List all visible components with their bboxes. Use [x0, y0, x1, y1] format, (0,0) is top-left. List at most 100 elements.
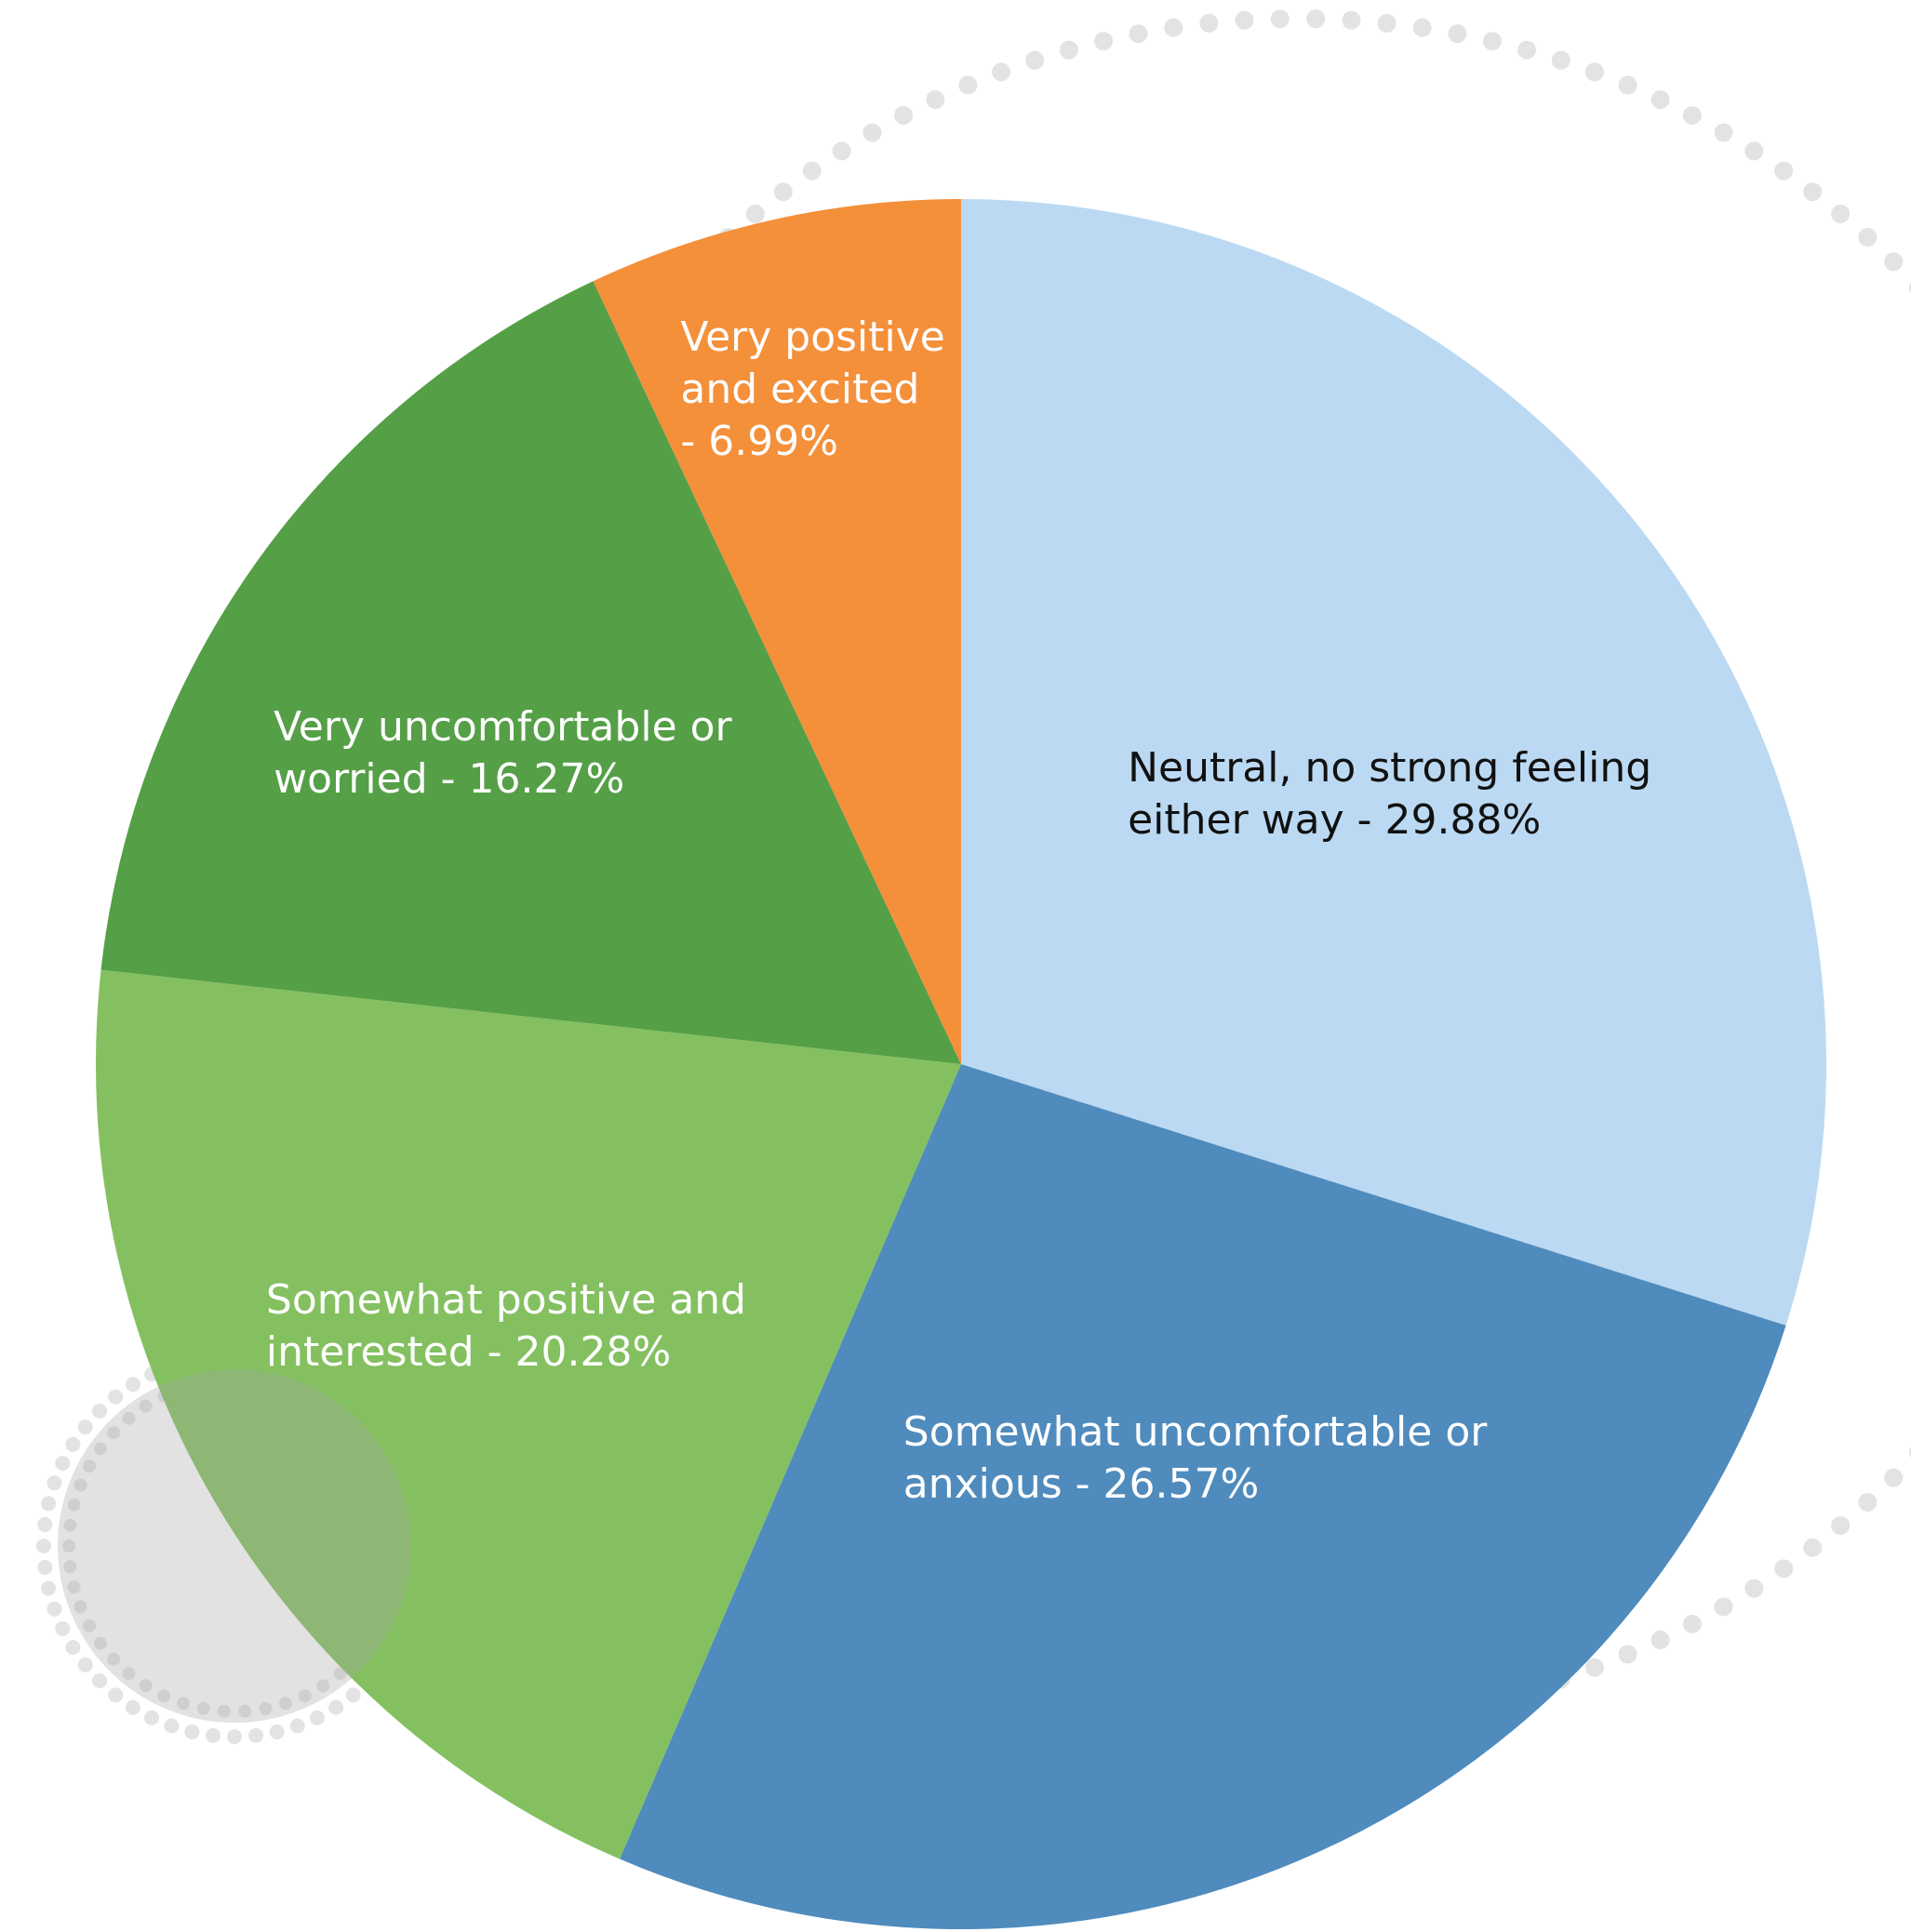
decoration-dot [333, 1667, 347, 1681]
decoration-dot [92, 1404, 107, 1419]
pie-slices [96, 199, 1826, 1930]
decoration-dot [184, 1724, 200, 1739]
decoration-dot [108, 1389, 124, 1405]
decoration-dot [94, 1636, 107, 1650]
decoration-dot [55, 1456, 71, 1472]
decoration-dot [125, 1377, 140, 1392]
decoration-dot [227, 1729, 242, 1744]
decoration-dot [122, 1667, 136, 1681]
slice-label-line: Somewhat uncomfortable or [903, 1408, 1488, 1456]
decoration-dot [1235, 10, 1254, 30]
decoration-dot [1584, 1658, 1604, 1677]
decoration-dot [1551, 50, 1570, 70]
decoration-dot [1306, 9, 1326, 29]
decoration-dot [107, 1652, 121, 1666]
slice-label-line: worried - 16.27% [274, 755, 624, 803]
decoration-dot [1682, 1614, 1702, 1633]
decoration-dot [1025, 50, 1045, 70]
decoration-dot [958, 75, 978, 95]
decoration-dot [298, 1689, 312, 1703]
decoration-dot [122, 1411, 136, 1425]
decoration-dot [1714, 1597, 1733, 1617]
decoration-dot [77, 1419, 93, 1435]
decoration-dot [206, 1727, 220, 1743]
decoration-dot [1774, 1559, 1794, 1579]
decoration-dot [144, 1710, 160, 1725]
decoration-dot [1377, 14, 1396, 33]
decoration-dot [1129, 24, 1148, 44]
decoration-dot [1884, 1468, 1904, 1487]
decoration-circle [58, 1369, 411, 1723]
decoration-dot [36, 1539, 51, 1553]
decoration-dot [992, 62, 1011, 82]
decoration-dot [745, 205, 765, 223]
decoration-dot [63, 1518, 77, 1532]
decoration-dot [1831, 1516, 1851, 1535]
decoration-dot [164, 1718, 180, 1734]
decoration-dot [55, 1620, 71, 1636]
decoration-dot [1412, 18, 1432, 37]
decoration-dot [139, 1399, 153, 1413]
decoration-dot [269, 1724, 285, 1739]
decoration-dot [196, 1701, 210, 1715]
decoration-dot [37, 1560, 53, 1575]
decoration-dot [1682, 106, 1702, 126]
decoration-dot [1831, 205, 1851, 223]
decoration-dot [1744, 1579, 1764, 1598]
decoration-dot [94, 1442, 107, 1456]
decoration-dot [108, 1687, 124, 1703]
decoration-dot [47, 1601, 62, 1617]
slice-label-line: Neutral, no strong feeling [1128, 744, 1651, 792]
decoration-dot [83, 1619, 96, 1632]
decoration-dot [1342, 10, 1361, 30]
decoration-dot [1164, 18, 1183, 37]
decoration-dot [217, 1704, 231, 1718]
decoration-dot [74, 1600, 87, 1614]
decoration-dot [316, 1679, 330, 1693]
slice-label-line: and excited [680, 366, 919, 413]
decoration-dot [1482, 32, 1502, 51]
decoration-dot [65, 1436, 81, 1452]
decoration-dot [248, 1727, 263, 1743]
decoration-dot [773, 182, 793, 202]
decoration-dot [894, 106, 914, 126]
decoration-dot [1774, 161, 1794, 180]
pie-slice-somewhat-uncomfortable-or-anxious [620, 1064, 1786, 1930]
slice-label: Very uncomfortable or worried - 16.27% [274, 703, 732, 803]
decoration-dot [1714, 123, 1733, 142]
decoration-dot [309, 1710, 325, 1725]
pie-slice-very-positive-and-excited [593, 199, 961, 1064]
decoration-dot [1270, 9, 1290, 29]
decoration-dot [92, 1673, 107, 1688]
decoration-dot [1650, 1630, 1670, 1649]
decoration-dot [83, 1459, 96, 1473]
decoration-dot [125, 1699, 140, 1715]
decoration-dot [1584, 62, 1604, 82]
slice-label: Neutral, no strong feeling either way - 2… [1128, 744, 1651, 844]
decoration-dot [1059, 40, 1078, 60]
foreground-decoration [58, 1369, 411, 1723]
decoration-dot [1650, 90, 1670, 110]
decoration-dot [1803, 182, 1823, 202]
decoration-dot [65, 1640, 81, 1656]
decoration-dot [41, 1496, 57, 1512]
decoration-dot [1618, 1645, 1637, 1664]
decoration-dot [1858, 228, 1878, 246]
decoration-dot [67, 1498, 81, 1512]
decoration-dot [1858, 1493, 1878, 1512]
slice-label: Somewhat uncomfortable or anxious - 26.57… [903, 1408, 1488, 1508]
decoration-dot [157, 1689, 171, 1703]
decoration-dot [139, 1679, 153, 1693]
decoration-dot [41, 1580, 57, 1596]
decoration-dot [279, 1697, 292, 1711]
slice-label-line: - 6.99% [680, 418, 838, 465]
decoration-dot [1199, 14, 1219, 33]
slice-label-line: Very positive [680, 313, 944, 361]
decoration-dot [926, 90, 945, 110]
decoration-dot [328, 1699, 344, 1715]
decoration-dot [238, 1704, 252, 1718]
slice-label: Very positive and excited - 6.99% [680, 313, 944, 465]
pie-slice-somewhat-positive-and-interested [96, 969, 961, 1859]
